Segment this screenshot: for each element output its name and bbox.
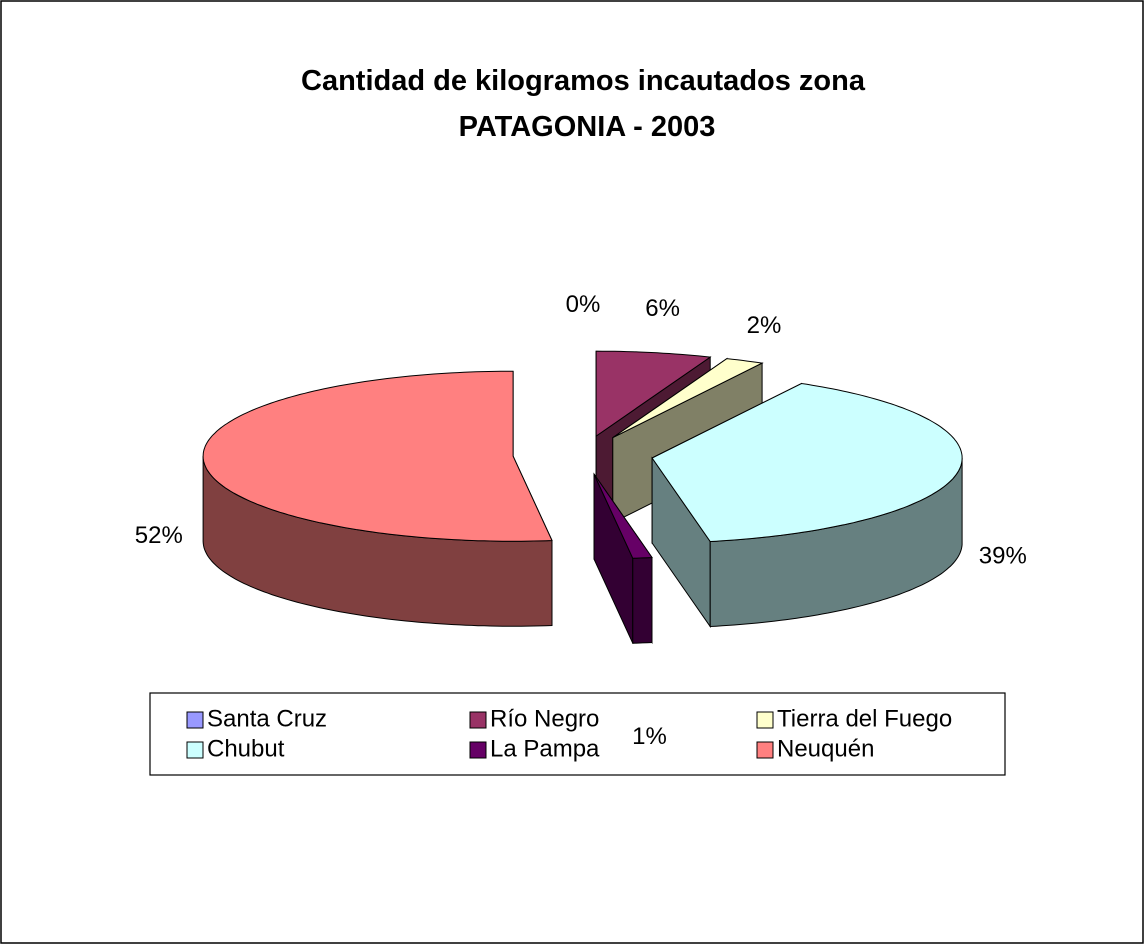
slice (651, 382, 963, 543)
slice-side (632, 556, 653, 644)
slice (593, 473, 653, 559)
data-label: 0% (566, 291, 601, 318)
legend-swatch (186, 741, 204, 759)
data-label: 6% (645, 295, 680, 322)
data-label: 1% (632, 723, 667, 750)
pie (202, 350, 963, 645)
data-label: 39% (979, 542, 1027, 569)
legend-swatch (469, 741, 487, 759)
legend-label: Río Negro (490, 705, 599, 732)
legend-label: Chubut (207, 735, 285, 762)
legend-label: Santa Cruz (207, 705, 327, 732)
slice (595, 350, 712, 438)
legend-swatch (756, 711, 774, 729)
legend-swatch (469, 711, 487, 729)
chart-title: Cantidad de kilogramos incautados zona P… (301, 65, 866, 143)
legend-box (149, 692, 1006, 776)
legend-swatch (756, 741, 774, 759)
data-label: 2% (747, 312, 782, 339)
legend-swatch (186, 711, 204, 729)
data-label: 52% (135, 522, 183, 549)
legend-label: La Pampa (490, 735, 600, 762)
slice (202, 370, 553, 542)
legend-label: Tierra del Fuego (777, 705, 952, 732)
slice (612, 358, 764, 439)
legend-label: Neuquén (777, 735, 874, 762)
